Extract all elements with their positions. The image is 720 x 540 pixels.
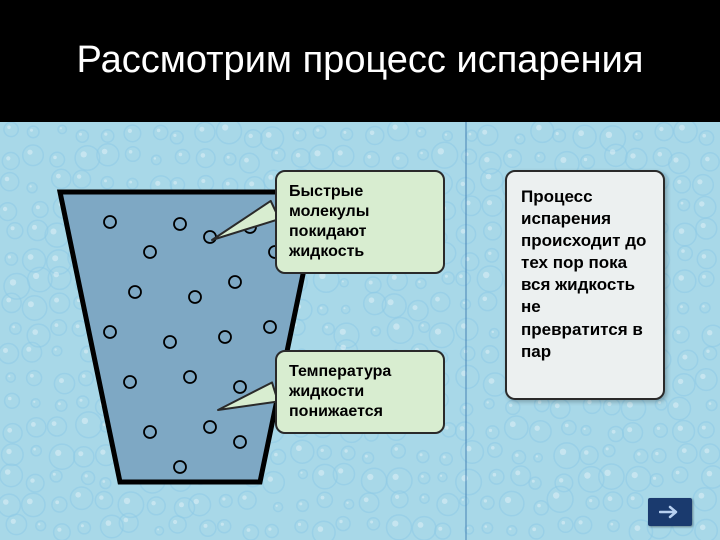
evaporation-diagram: Быстрые молекулы покидают жидкость Темпе…	[40, 182, 460, 502]
callout-bottom-text: Температура жидкости понижается	[289, 363, 391, 420]
title-text: Рассмотрим процесс испарения	[77, 38, 644, 84]
callout-top-text: Быстрые молекулы покидают жидкость	[289, 183, 369, 260]
content-area: Быстрые молекулы покидают жидкость Темпе…	[0, 122, 720, 540]
sidebar-text: Процесс испарения происходит до тех пор …	[521, 187, 646, 361]
sidebar-text-box: Процесс испарения происходит до тех пор …	[505, 170, 665, 400]
callout-fast-molecules: Быстрые молекулы покидают жидкость	[275, 170, 445, 274]
arrow-right-icon	[659, 505, 681, 519]
vertical-divider	[465, 122, 467, 540]
callout-temperature: Температура жидкости понижается	[275, 350, 445, 434]
next-slide-button[interactable]	[648, 498, 692, 526]
slide-title: Рассмотрим процесс испарения	[0, 0, 720, 122]
